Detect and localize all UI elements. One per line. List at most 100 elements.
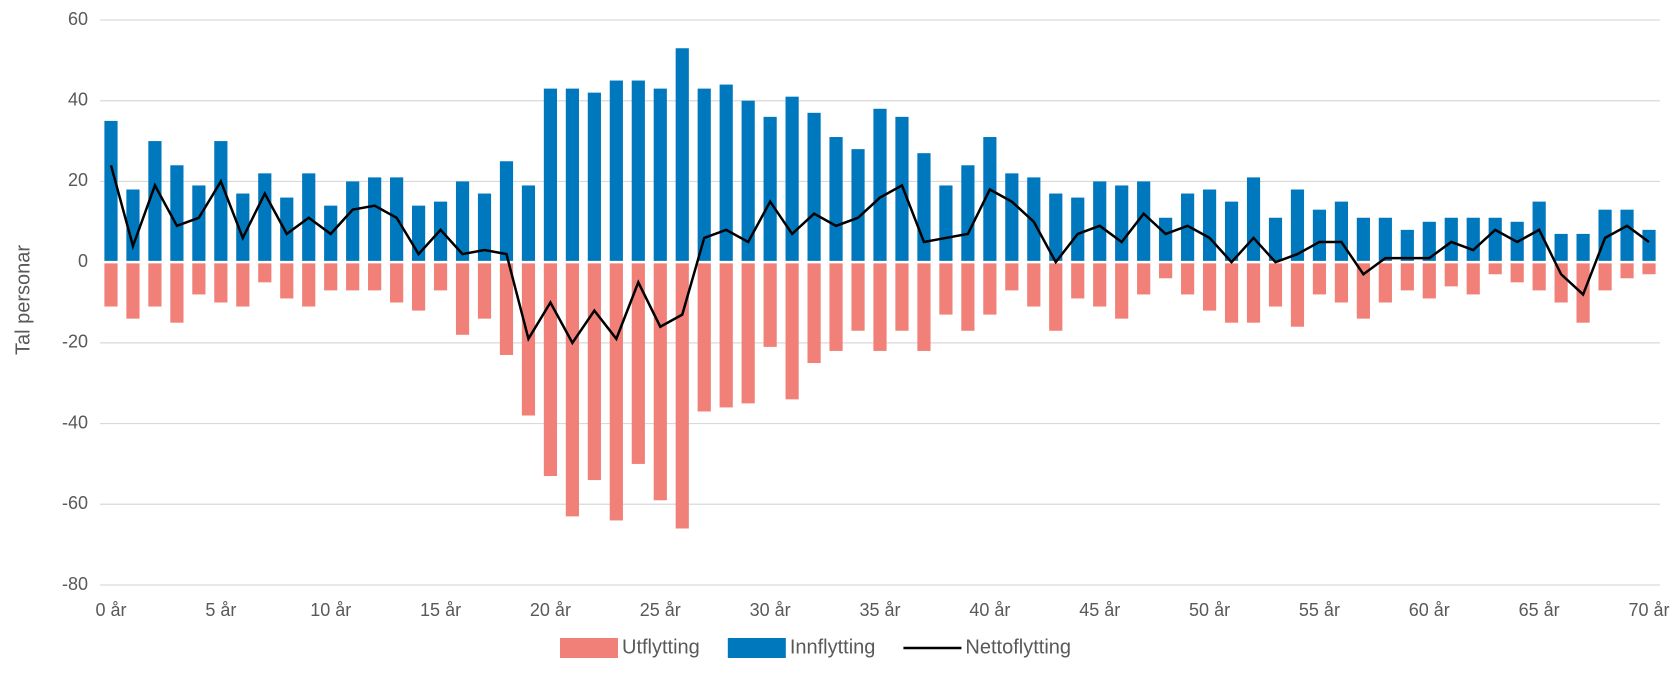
bar xyxy=(1422,262,1436,299)
x-tick-label: 60 år xyxy=(1409,600,1450,620)
bar xyxy=(763,116,777,263)
bar xyxy=(609,80,623,263)
bar xyxy=(390,262,404,303)
bar xyxy=(807,112,821,263)
x-tick-label: 20 år xyxy=(530,600,571,620)
bar xyxy=(126,262,140,319)
bar xyxy=(719,262,733,408)
bar xyxy=(565,262,579,517)
bar xyxy=(148,262,162,307)
bar xyxy=(126,189,140,263)
x-tick-label: 45 år xyxy=(1079,600,1120,620)
legend-label: Utflytting xyxy=(622,636,700,658)
y-tick-label: 40 xyxy=(68,89,88,109)
bar xyxy=(939,262,953,315)
bar xyxy=(1356,262,1370,319)
bar xyxy=(1246,177,1261,263)
bar xyxy=(785,96,799,263)
bar xyxy=(1554,233,1568,263)
bar xyxy=(346,181,360,263)
x-tick-label: 55 år xyxy=(1299,600,1340,620)
bar xyxy=(499,262,514,355)
bar xyxy=(543,262,558,477)
bar xyxy=(236,193,250,263)
bar xyxy=(477,193,492,263)
bar xyxy=(1488,262,1502,275)
y-axis-label: Tal personar xyxy=(12,245,34,355)
bar xyxy=(587,92,601,263)
y-tick-label: -80 xyxy=(62,574,88,594)
bar xyxy=(433,201,448,263)
bar xyxy=(653,262,667,501)
bar xyxy=(1620,209,1634,263)
bar xyxy=(1554,262,1568,303)
bar xyxy=(324,262,338,291)
bar xyxy=(675,262,689,529)
bar xyxy=(1620,262,1634,279)
bar xyxy=(543,88,558,263)
bar xyxy=(214,141,228,263)
y-tick-label: 0 xyxy=(78,251,88,271)
bar xyxy=(785,262,799,400)
x-tick-label: 25 år xyxy=(640,600,681,620)
y-tick-label: 60 xyxy=(68,9,88,29)
bar xyxy=(104,262,118,307)
bar xyxy=(1181,262,1195,295)
bar xyxy=(1334,201,1348,263)
bar xyxy=(346,262,360,291)
bar xyxy=(455,262,470,335)
bar xyxy=(1444,262,1458,287)
bar xyxy=(368,262,382,291)
bar xyxy=(1093,262,1107,307)
bar xyxy=(1115,262,1129,319)
bar xyxy=(1532,262,1546,291)
bar xyxy=(1027,177,1041,263)
bar xyxy=(1290,189,1305,263)
bar xyxy=(829,262,843,351)
bar xyxy=(851,149,865,263)
bar xyxy=(192,185,206,263)
bar xyxy=(873,108,887,263)
bar xyxy=(917,153,931,263)
bar xyxy=(961,262,975,331)
bar xyxy=(1224,262,1239,323)
bar xyxy=(214,262,228,303)
bar xyxy=(1049,262,1063,331)
bar xyxy=(236,262,250,307)
bar xyxy=(1246,262,1261,323)
bar xyxy=(1312,209,1327,263)
x-tick-label: 50 år xyxy=(1189,600,1230,620)
bar xyxy=(1290,262,1305,327)
x-tick-label: 0 år xyxy=(95,600,126,620)
bar xyxy=(829,137,843,263)
legend-label: Innflytting xyxy=(790,636,876,658)
bar xyxy=(1093,181,1107,263)
bar xyxy=(1005,173,1019,263)
bar xyxy=(521,185,536,263)
bar xyxy=(477,262,492,319)
bar xyxy=(1466,217,1480,263)
bar xyxy=(1202,189,1217,263)
y-tick-label: -40 xyxy=(62,412,88,432)
legend-swatch xyxy=(560,638,618,658)
bar xyxy=(412,262,426,311)
bar xyxy=(587,262,601,481)
bar xyxy=(1444,217,1458,263)
bar xyxy=(1071,262,1085,299)
x-tick-label: 35 år xyxy=(859,600,900,620)
bar xyxy=(1598,262,1612,291)
bar xyxy=(939,185,953,263)
bar xyxy=(1115,185,1129,263)
bar xyxy=(895,116,909,263)
bar xyxy=(675,48,689,263)
bar xyxy=(1071,197,1085,263)
legend-swatch xyxy=(727,638,786,658)
bar xyxy=(1466,262,1480,295)
bar xyxy=(1334,262,1348,303)
bar xyxy=(1137,262,1151,295)
bar xyxy=(741,262,755,404)
bar xyxy=(1005,262,1019,291)
bar xyxy=(499,161,514,263)
bar xyxy=(653,88,667,263)
